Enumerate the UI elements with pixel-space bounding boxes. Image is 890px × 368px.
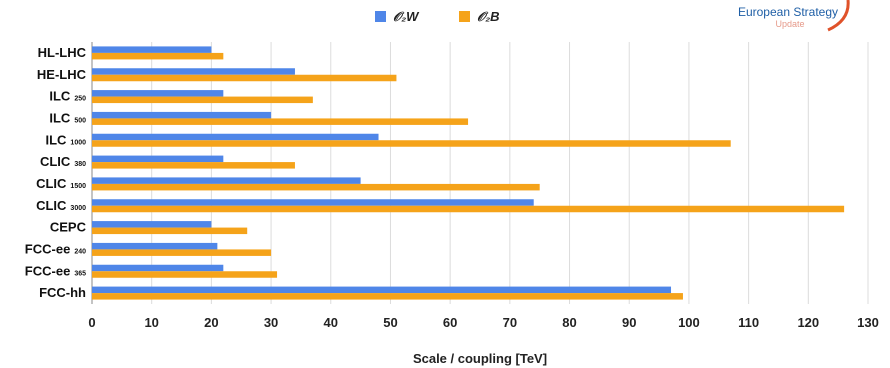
- bar-o2w: [92, 199, 534, 206]
- category-label: HE-LHC: [37, 67, 87, 82]
- category-label: CLIC 380: [40, 154, 86, 169]
- bar-o2b: [92, 96, 313, 104]
- category-label: HL-LHC: [38, 45, 87, 60]
- category-label: FCC-ee 240: [25, 241, 86, 256]
- bar-o2b: [92, 52, 224, 60]
- bar-o2w: [92, 68, 295, 75]
- logo-text-line1: European Strategy: [738, 5, 838, 19]
- legend-label: 𝒪₂W: [393, 9, 420, 24]
- bar-o2w: [92, 90, 224, 97]
- x-tick-label: 30: [264, 315, 278, 330]
- bar-o2b: [92, 205, 845, 213]
- bar-o2w: [92, 133, 379, 141]
- bar-o2b: [92, 227, 248, 235]
- bar-o2w: [92, 242, 218, 250]
- legend-swatch: [459, 11, 470, 22]
- bar-o2w: [92, 177, 361, 184]
- logo-text-line2: Update: [775, 19, 804, 29]
- bar-o2b: [92, 162, 295, 169]
- category-label: ILC 500: [49, 110, 86, 125]
- logo-swoosh-icon: [827, 0, 850, 32]
- bar-o2b: [92, 74, 397, 82]
- legend-swatch: [375, 11, 386, 22]
- bar-o2b: [92, 293, 683, 300]
- bar-o2w: [92, 221, 212, 228]
- x-tick-label: 0: [88, 315, 95, 330]
- bar-o2b: [92, 183, 540, 191]
- category-label: ILC 1000: [45, 132, 86, 147]
- legend-label: 𝒪₂B: [477, 9, 500, 24]
- x-tick-label: 70: [503, 315, 517, 330]
- x-tick-label: 10: [144, 315, 158, 330]
- x-tick-label: 100: [678, 315, 700, 330]
- x-tick-label: 130: [857, 315, 879, 330]
- bar-o2b: [92, 249, 272, 256]
- category-label: FCC-ee 365: [25, 263, 86, 278]
- category-label: ILC 250: [49, 89, 86, 104]
- x-tick-label: 90: [622, 315, 636, 330]
- x-tick-label: 20: [204, 315, 218, 330]
- x-tick-label: 120: [797, 315, 819, 330]
- bar-o2w: [92, 111, 272, 119]
- bar-o2w: [92, 46, 212, 53]
- category-label: CEPC: [50, 220, 87, 235]
- category-label: CLIC 3000: [36, 198, 86, 213]
- x-tick-label: 80: [562, 315, 576, 330]
- bar-o2w: [92, 264, 224, 272]
- bar-o2w: [92, 286, 672, 294]
- bar-o2b: [92, 118, 469, 125]
- bar-o2b: [92, 271, 278, 278]
- x-axis-title: Scale / coupling [TeV]: [413, 351, 547, 366]
- category-label: FCC-hh: [39, 285, 86, 300]
- x-tick-label: 40: [324, 315, 338, 330]
- category-label: CLIC 1500: [36, 176, 86, 191]
- x-tick-label: 110: [738, 315, 759, 330]
- x-tick-label: 50: [383, 315, 397, 330]
- bar-o2b: [92, 140, 731, 147]
- bar-o2w: [92, 155, 224, 163]
- x-tick-label: 60: [443, 315, 457, 330]
